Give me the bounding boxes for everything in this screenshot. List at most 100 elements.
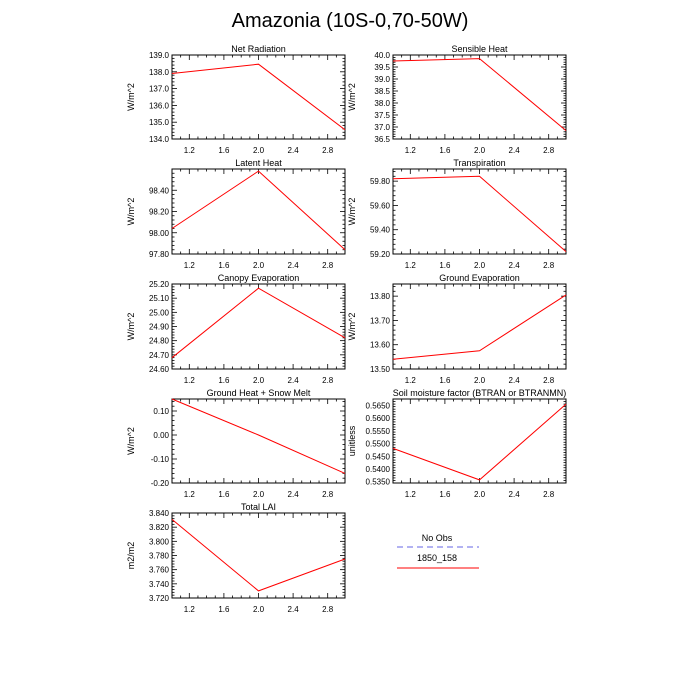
x-tick-label: 1.6 [218, 605, 230, 614]
x-tick-label: 2.4 [509, 261, 521, 270]
x-tick-label: 2.0 [253, 605, 265, 614]
x-tick-label: 2.4 [288, 376, 300, 385]
x-tick-label: 1.2 [184, 490, 196, 499]
y-tick-label: 3.800 [149, 537, 170, 546]
series-line-1850-158 [171, 287, 346, 359]
panel-latent-heat: Latent Heat W/m^2 1.2 1.6 2.0 2.4 2.8 97.80 98.0… [126, 158, 346, 270]
x-tick-label: 2.4 [509, 490, 521, 499]
x-tick-label: 2.8 [543, 146, 555, 155]
y-tick-label: 25.00 [149, 308, 170, 317]
y-tick-label: 139.0 [149, 51, 170, 60]
plot-frame [392, 168, 567, 255]
x-tick-label: 1.6 [218, 490, 230, 499]
panel-title: Transpiration [453, 158, 505, 168]
y-tick-label: 40.0 [374, 51, 390, 60]
x-tick-label: 2.4 [288, 490, 300, 499]
panel-title: Net Radiation [231, 44, 286, 54]
x-tick-label: 1.2 [184, 605, 196, 614]
y-axis-label: W/m^2 [347, 198, 357, 226]
x-tick-label: 2.0 [253, 261, 265, 270]
x-tick-label: 2.8 [322, 376, 334, 385]
y-axis-label: W/m^2 [347, 313, 357, 341]
y-tick-label: 59.60 [370, 201, 391, 210]
x-tick-label: 2.4 [288, 146, 300, 155]
panel-title: Sensible Heat [451, 44, 508, 54]
series-line-1850-158 [392, 403, 567, 481]
x-tick-label: 2.8 [322, 605, 334, 614]
series-line-1850-158 [392, 175, 567, 252]
y-tick-label: -0.10 [151, 455, 170, 464]
panel-canopy-evaporation: Canopy Evaporation W/m^2 1.2 1.6 2.0 2.4 2.8 24… [126, 273, 346, 385]
x-tick-label: 1.2 [184, 261, 196, 270]
y-tick-label: 24.90 [149, 323, 170, 332]
y-tick-label: 3.720 [149, 594, 170, 603]
figure-title: Amazonia (10S-0,70-50W) [232, 10, 469, 32]
x-tick-label: 2.8 [543, 376, 555, 385]
x-tick-label: 2.0 [253, 490, 265, 499]
x-tick-label: 2.0 [474, 376, 486, 385]
panel-net-radiation: Net Radiation W/m^2 1.2 1.6 2.0 2.4 2.8 134.0 13… [126, 44, 346, 155]
x-tick-label: 1.2 [405, 146, 417, 155]
y-tick-label: 0.5650 [366, 401, 391, 410]
y-axis-label: W/m^2 [126, 198, 136, 226]
y-axis-label: W/m^2 [126, 427, 136, 455]
y-tick-label: 0.5450 [366, 452, 391, 461]
x-tick-label: 1.6 [439, 490, 451, 499]
y-tick-label: 97.80 [149, 250, 170, 259]
series-line-1850-158 [171, 398, 346, 474]
x-tick-label: 2.8 [543, 261, 555, 270]
y-tick-label: 0.5550 [366, 427, 391, 436]
x-tick-label: 1.6 [439, 146, 451, 155]
y-axis-label: W/m^2 [347, 83, 357, 111]
x-tick-label: 2.0 [253, 376, 265, 385]
y-tick-label: 59.20 [370, 250, 391, 259]
y-tick-label: 0.5350 [366, 478, 391, 487]
y-tick-label: 25.20 [149, 280, 170, 289]
series-line-1850-158 [392, 58, 567, 131]
series-line-1850-158 [171, 63, 346, 131]
panel-sensible-heat: Sensible Heat W/m^2 1.2 1.6 2.0 2.4 2.8 36.5 37.… [347, 44, 567, 155]
y-axis-label: W/m^2 [126, 313, 136, 341]
x-tick-label: 1.6 [218, 146, 230, 155]
y-tick-label: 37.0 [374, 123, 390, 132]
y-tick-label: 39.0 [374, 75, 390, 84]
series-line-1850-158 [171, 170, 346, 251]
x-tick-label: 2.0 [474, 490, 486, 499]
y-tick-label: 37.5 [374, 111, 390, 120]
x-tick-label: 1.2 [405, 376, 417, 385]
x-tick-label: 2.4 [509, 146, 521, 155]
y-tick-label: 3.740 [149, 580, 170, 589]
y-tick-label: 136.0 [149, 101, 170, 110]
y-axis-label: unitless [347, 425, 357, 456]
plot-frame [392, 398, 567, 484]
panel-total-lai: Total LAI m2/m2 1.2 1.6 2.0 2.4 2.8 3.720 3.740 3… [126, 502, 346, 614]
x-tick-label: 2.4 [288, 605, 300, 614]
x-tick-label: 1.6 [439, 261, 451, 270]
y-tick-label: 134.0 [149, 135, 170, 144]
x-tick-label: 2.0 [474, 146, 486, 155]
panel-title: Total LAI [241, 502, 276, 512]
y-tick-label: 38.0 [374, 99, 390, 108]
x-tick-label: 2.8 [322, 146, 334, 155]
y-tick-label: 24.70 [149, 351, 170, 360]
y-tick-label: 0.00 [153, 431, 169, 440]
y-tick-label: 13.80 [370, 292, 391, 301]
y-tick-label: 3.760 [149, 566, 170, 575]
legend-label-no-obs: No Obs [422, 533, 453, 543]
x-tick-label: 1.6 [218, 376, 230, 385]
y-tick-label: 36.5 [374, 135, 390, 144]
y-tick-label: 98.00 [149, 229, 170, 238]
x-tick-label: 2.0 [253, 146, 265, 155]
plot-frame [392, 54, 567, 140]
x-tick-label: 1.6 [439, 376, 451, 385]
legend-label-1850-158: 1850_158 [417, 553, 457, 563]
series-line-1850-158 [171, 519, 346, 592]
panel-title: Canopy Evaporation [218, 273, 300, 283]
y-tick-label: 25.10 [149, 294, 170, 303]
panel-title: Ground Heat + Snow Melt [207, 388, 311, 398]
x-tick-label: 2.8 [322, 490, 334, 499]
panel-ground-evaporation: Ground Evaporation W/m^2 1.2 1.6 2.0 2.4 2.8 13… [347, 273, 567, 385]
y-tick-label: 59.40 [370, 226, 391, 235]
panel-title: Latent Heat [235, 158, 282, 168]
